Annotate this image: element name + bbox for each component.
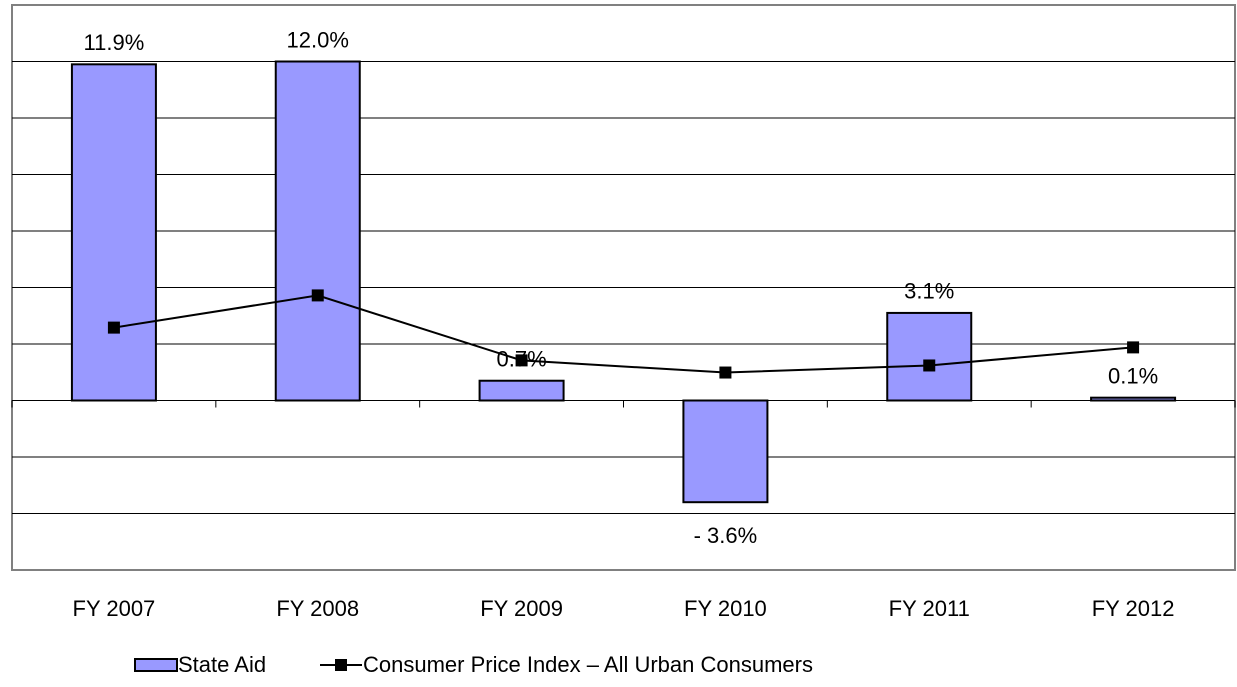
bar: [682, 399, 769, 504]
line-marker: [515, 354, 528, 367]
data-label: 11.9%: [84, 30, 145, 55]
x-tick-label: FY 2007: [73, 596, 156, 621]
line-marker: [719, 366, 732, 379]
data-label: 3.1%: [904, 279, 954, 304]
x-tick-label: FY 2011: [889, 596, 970, 621]
data-label: 0.1%: [1108, 363, 1158, 388]
line-marker: [923, 359, 936, 372]
line-marker: [107, 321, 120, 334]
data-label: 12.0%: [287, 27, 349, 52]
line-marker: [1127, 341, 1140, 354]
bar: [274, 60, 361, 402]
bar: [478, 379, 565, 402]
bar: [886, 311, 973, 402]
x-tick-label: FY 2010: [684, 596, 767, 621]
data-label: - 3.6%: [694, 523, 758, 548]
bar: [1090, 396, 1177, 402]
legend-label: Consumer Price Index – All Urban Consume…: [363, 652, 813, 677]
legend-swatch: [134, 658, 178, 672]
x-tick-label: FY 2012: [1092, 596, 1175, 621]
x-tick-label: FY 2008: [276, 596, 359, 621]
line-marker: [311, 289, 324, 302]
line: [113, 294, 1134, 374]
legend-marker: [335, 659, 347, 671]
legend-label: State Aid: [178, 652, 266, 677]
bar: [70, 63, 157, 402]
x-tick-label: FY 2009: [480, 596, 563, 621]
